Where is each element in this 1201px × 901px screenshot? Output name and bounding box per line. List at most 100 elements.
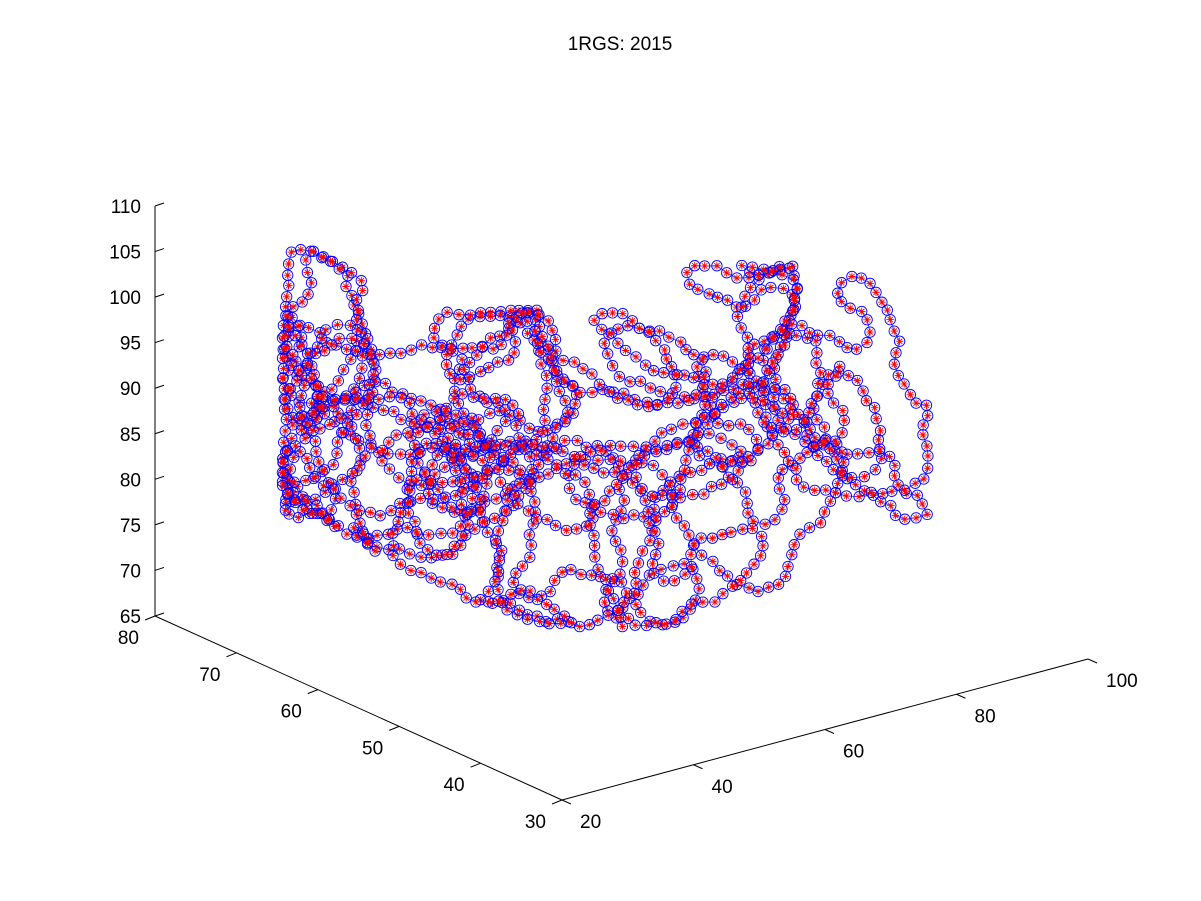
point-circle-marker [412, 448, 424, 460]
data-point [557, 373, 569, 385]
point-star-marker [494, 597, 503, 605]
data-point [522, 505, 535, 517]
point-circle-marker [615, 576, 628, 588]
point-star-marker [738, 364, 746, 373]
point-circle-marker [647, 365, 660, 377]
point-star-marker [866, 279, 874, 288]
point-star-marker [722, 269, 731, 277]
data-point [674, 492, 686, 504]
point-star-marker [502, 441, 510, 450]
point-star-marker [778, 270, 786, 279]
point-star-marker [612, 480, 621, 489]
data-point [291, 375, 303, 387]
point-circle-marker [667, 560, 679, 572]
data-point [512, 408, 525, 420]
data-point [415, 551, 427, 563]
data-point [404, 548, 416, 560]
data-point [606, 525, 618, 537]
point-circle-marker [710, 452, 722, 464]
point-star-marker [449, 448, 458, 457]
point-star-marker [515, 470, 524, 478]
point-circle-marker [305, 277, 318, 289]
data-point [492, 595, 505, 607]
point-circle-marker [711, 291, 724, 303]
point-circle-marker [811, 390, 823, 402]
data-point [647, 459, 659, 472]
data-point [863, 447, 875, 459]
point-star-marker [812, 441, 821, 449]
point-star-marker [476, 430, 485, 438]
data-point [596, 308, 608, 320]
point-star-marker [667, 362, 676, 371]
point-circle-marker [339, 394, 351, 406]
point-star-marker [739, 380, 747, 389]
point-star-marker [629, 442, 638, 451]
point-star-marker [593, 616, 602, 624]
point-circle-marker [542, 315, 554, 327]
point-star-marker [493, 563, 501, 572]
point-circle-marker [539, 414, 551, 427]
point-star-marker [526, 587, 534, 595]
point-star-marker [646, 384, 655, 392]
data-point [784, 392, 797, 405]
point-star-marker [378, 446, 387, 455]
point-circle-marker [377, 404, 390, 416]
point-star-marker [734, 389, 743, 397]
point-star-marker [350, 301, 358, 309]
data-point [921, 440, 933, 452]
point-star-marker [564, 617, 573, 626]
point-star-marker [638, 547, 647, 555]
data-point [426, 441, 438, 454]
point-circle-marker [618, 512, 630, 525]
point-star-marker [651, 550, 660, 559]
point-star-marker [572, 391, 581, 399]
point-circle-marker [453, 309, 465, 321]
point-star-marker [560, 612, 569, 620]
point-star-marker [744, 350, 753, 359]
data-point [454, 583, 467, 595]
data-point [419, 466, 431, 478]
point-circle-marker [602, 609, 614, 621]
point-star-marker [590, 316, 598, 325]
point-circle-marker [289, 330, 301, 342]
data-point [685, 548, 697, 561]
point-circle-marker [646, 558, 659, 570]
data-point [886, 485, 898, 497]
point-star-marker [456, 541, 465, 550]
data-point [460, 592, 472, 604]
point-circle-marker [472, 414, 485, 426]
data-point [411, 474, 423, 486]
data-point [687, 488, 699, 501]
data-point [696, 464, 708, 477]
point-circle-marker [665, 423, 677, 435]
data-point [683, 394, 695, 407]
point-star-marker [877, 454, 886, 463]
point-circle-marker [835, 277, 848, 289]
data-point [776, 503, 788, 515]
point-circle-marker [599, 495, 611, 507]
point-circle-marker [703, 288, 715, 300]
point-star-marker [807, 399, 816, 408]
point-star-marker [448, 550, 457, 559]
z-tick-mark [154, 612, 165, 617]
point-circle-marker [613, 370, 626, 383]
point-circle-marker [888, 358, 900, 370]
data-point [861, 314, 873, 326]
point-star-marker [838, 428, 846, 437]
data-point [278, 436, 290, 448]
point-star-marker [356, 519, 364, 527]
point-circle-marker [414, 537, 426, 549]
data-point [371, 529, 383, 542]
point-star-marker [800, 415, 808, 424]
data-point [332, 375, 344, 387]
point-circle-marker [588, 498, 601, 511]
point-star-marker [577, 570, 585, 579]
point-star-marker [394, 517, 402, 526]
point-star-marker [544, 317, 553, 325]
point-star-marker [352, 316, 361, 324]
point-circle-marker [340, 343, 353, 356]
point-circle-marker [497, 451, 510, 464]
point-star-marker [483, 398, 491, 407]
point-star-marker [616, 457, 625, 465]
point-star-marker [533, 339, 542, 348]
